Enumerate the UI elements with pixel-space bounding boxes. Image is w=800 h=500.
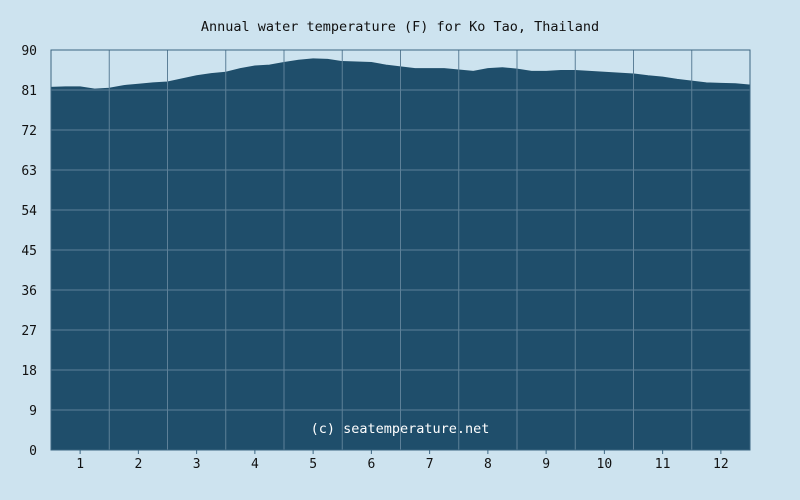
x-tick-label: 11 <box>655 457 671 472</box>
grid-layer <box>50 49 751 451</box>
y-tick-label: 54 <box>21 204 37 219</box>
watermark: (c) seatemperature.net <box>311 421 490 437</box>
y-tick-label: 36 <box>21 284 37 299</box>
y-axis-ticks: 0 9 18 27 36 45 54 63 72 81 90 <box>21 44 37 459</box>
y-tick-label: 45 <box>21 244 37 259</box>
y-tick-label: 27 <box>21 324 37 339</box>
y-tick-label: 90 <box>21 44 37 59</box>
x-tick-label: 10 <box>597 457 613 472</box>
x-tick-label: 12 <box>713 457 729 472</box>
y-tick-label: 81 <box>21 84 37 99</box>
x-axis-ticks: 1 2 3 4 5 6 7 8 9 10 11 12 <box>76 450 729 472</box>
y-tick-label: 9 <box>29 404 37 419</box>
x-tick-label: 9 <box>542 457 550 472</box>
y-tick-label: 72 <box>21 124 37 139</box>
y-tick-label: 18 <box>21 364 37 379</box>
plot-frame <box>50 49 751 451</box>
x-tick-label: 8 <box>484 457 492 472</box>
x-tick-label: 5 <box>309 457 317 472</box>
x-tick-label: 7 <box>426 457 434 472</box>
y-tick-label: 0 <box>29 444 37 459</box>
x-tick-label: 1 <box>76 457 84 472</box>
x-tick-label: 3 <box>193 457 201 472</box>
x-tick-label: 6 <box>367 457 375 472</box>
y-tick-label: 63 <box>21 164 37 179</box>
x-tick-label: 4 <box>251 457 259 472</box>
chart-title: Annual water temperature (F) for Ko Tao,… <box>200 19 600 35</box>
x-tick-label: 2 <box>134 457 142 472</box>
